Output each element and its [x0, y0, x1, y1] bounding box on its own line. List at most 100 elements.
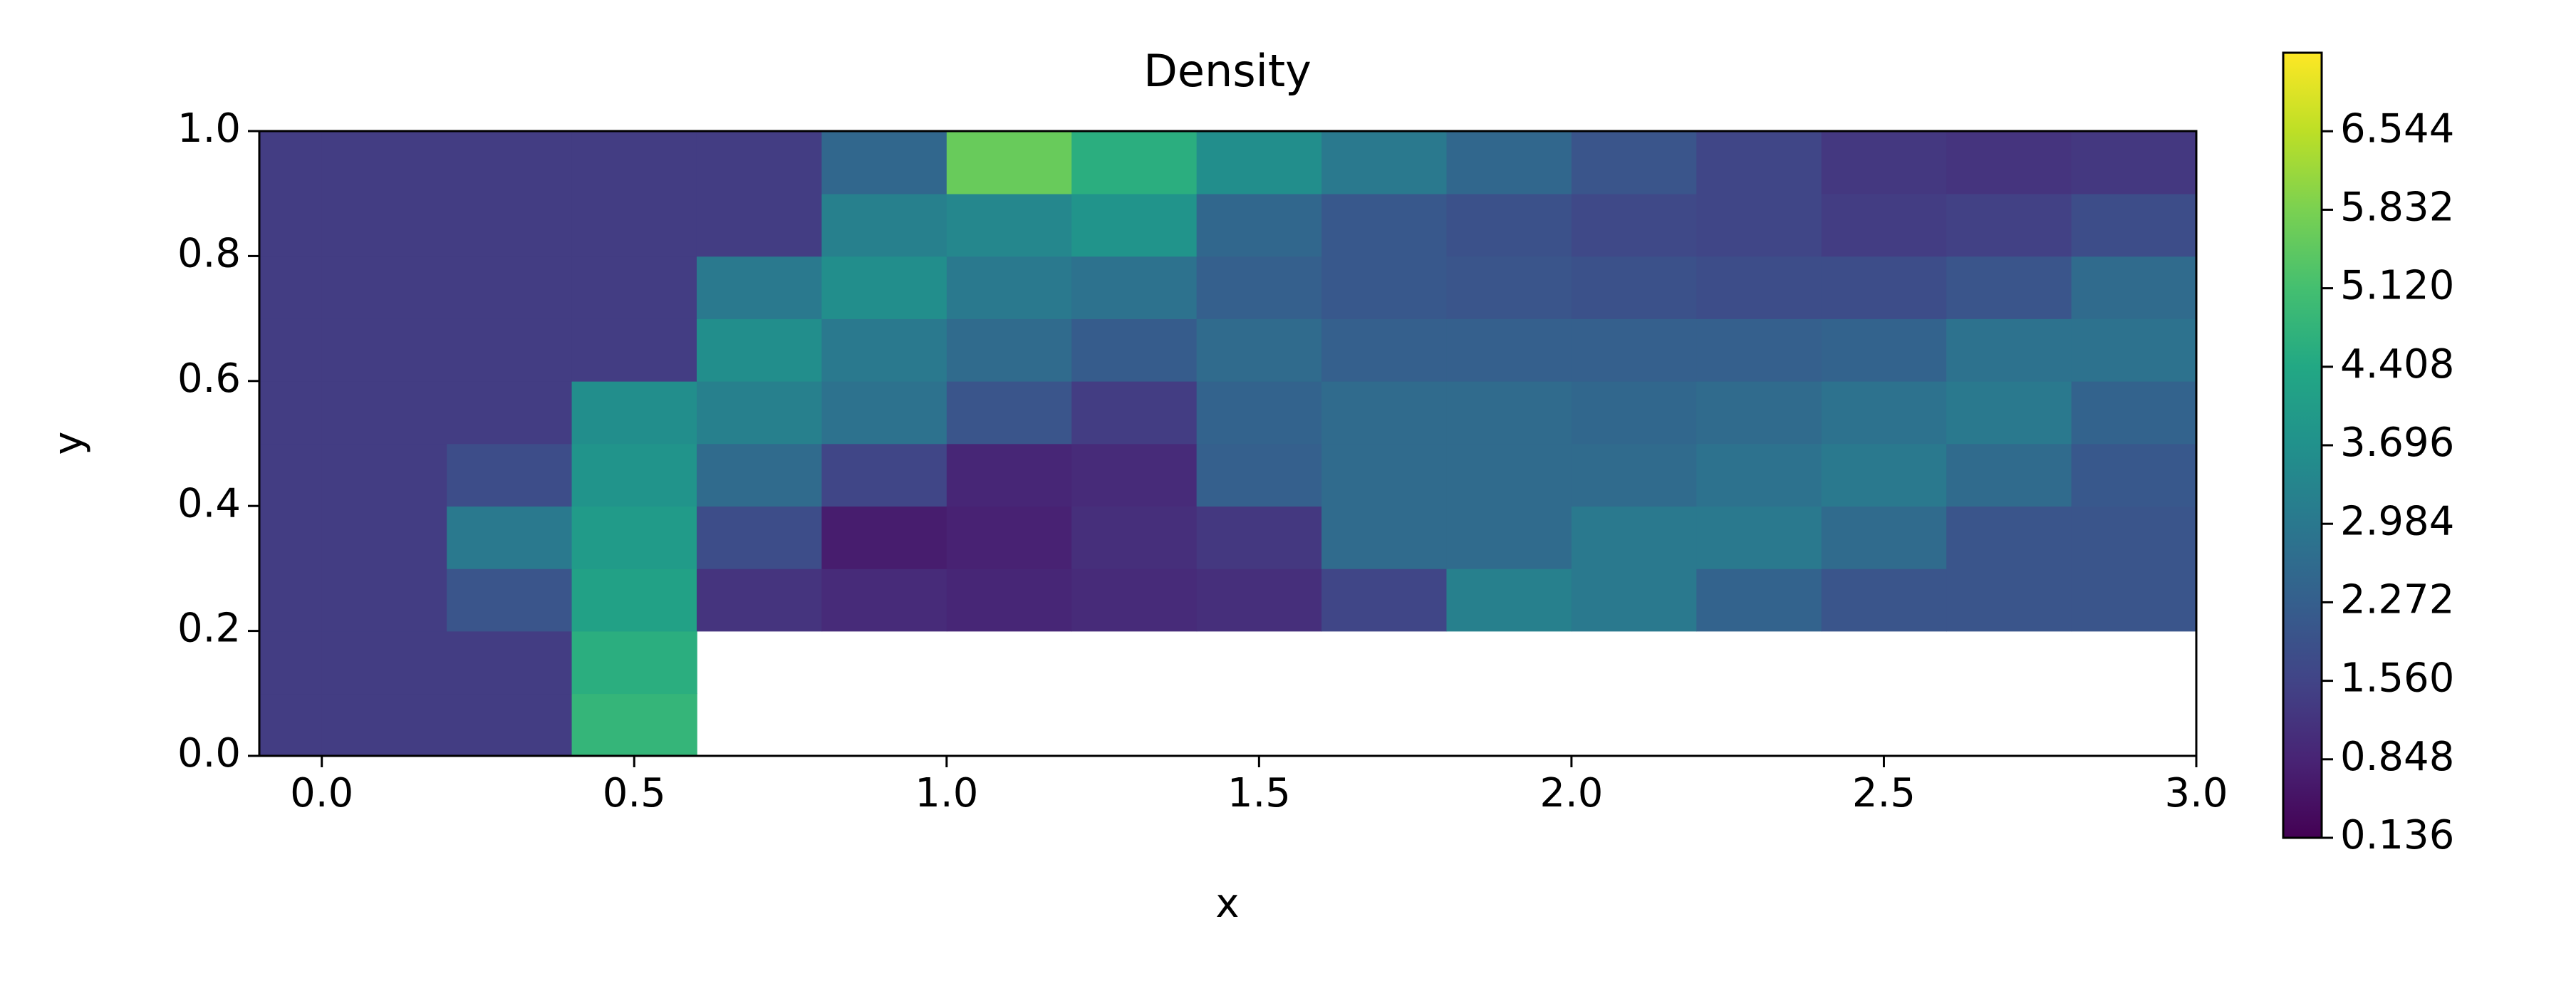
heatmap-cell — [571, 318, 697, 382]
heatmap-cell — [1321, 256, 1448, 319]
heatmap-cell — [1071, 193, 1198, 257]
heatmap-cell — [1446, 131, 1572, 194]
heatmap-cell — [2071, 318, 2197, 382]
heatmap-cell — [2071, 380, 2197, 445]
heatmap-cell — [1696, 506, 1822, 569]
colorbar-tick-label: 5.120 — [2340, 263, 2454, 309]
heatmap-cell — [1196, 380, 1322, 445]
heatmap-cell — [1821, 193, 1947, 257]
heatmap-cell — [696, 256, 823, 319]
x-tick-label: 1.0 — [915, 770, 978, 816]
heatmap-cell — [1196, 506, 1322, 569]
heatmap-cell — [259, 318, 323, 382]
heatmap-cell — [321, 318, 447, 382]
y-axis-label: y — [46, 431, 92, 455]
heatmap-cell — [321, 443, 447, 507]
heatmap-cell — [821, 193, 947, 257]
heatmap-cell — [1321, 131, 1448, 194]
heatmap-cell — [696, 131, 823, 194]
heatmap-cell — [1321, 568, 1448, 632]
heatmap-cell — [2071, 506, 2197, 569]
y-tick-label: 0.2 — [177, 606, 241, 652]
x-tick-label: 2.5 — [1852, 770, 1916, 816]
heatmap-cell — [1696, 380, 1822, 445]
colorbar-tick-label: 4.408 — [2340, 341, 2454, 388]
colorbar-tick-label: 1.560 — [2340, 655, 2454, 702]
x-tick-label: 3.0 — [2164, 770, 2228, 816]
heatmap-cell — [447, 193, 573, 257]
heatmap-cell — [1446, 443, 1572, 507]
heatmap-cell — [1696, 131, 1822, 194]
heatmap-cell — [1571, 380, 1698, 445]
heatmap-cell — [259, 693, 323, 757]
colorbar — [2282, 51, 2323, 839]
heatmap-cell — [696, 193, 823, 257]
heatmap-cell — [946, 443, 1073, 507]
heatmap-cell — [1946, 193, 2072, 257]
heatmap-cell — [321, 630, 447, 695]
heatmap-cell — [1571, 256, 1698, 319]
heatmap-cell — [1696, 256, 1822, 319]
heatmap-cell — [1446, 380, 1572, 445]
x-axis-label: x — [1215, 881, 1239, 927]
colorbar-tick-label: 3.696 — [2340, 420, 2454, 466]
heatmap-cell — [1321, 318, 1448, 382]
heatmap-cell — [946, 256, 1073, 319]
x-tick-label: 2.0 — [1539, 770, 1603, 816]
heatmap-cell — [1821, 443, 1947, 507]
heatmap-cell — [1071, 506, 1198, 569]
heatmap-cell — [1321, 380, 1448, 445]
heatmap-cell — [1446, 193, 1572, 257]
heatmap-cell — [1696, 193, 1822, 257]
heatmap-cell — [447, 380, 573, 445]
heatmap-cell — [821, 318, 947, 382]
heatmap-cell — [821, 131, 947, 194]
heatmap-cell — [259, 443, 323, 507]
heatmap-cell — [1196, 193, 1322, 257]
heatmap-cell — [2071, 131, 2197, 194]
heatmap-cell — [1571, 131, 1698, 194]
heatmap-cell — [259, 630, 323, 695]
heatmap-cell — [571, 380, 697, 445]
plot-frame — [258, 130, 2198, 757]
heatmap-cell — [321, 131, 447, 194]
heatmap-cell — [1071, 318, 1198, 382]
heatmap-cell — [696, 318, 823, 382]
heatmap-cell — [1946, 318, 2072, 382]
heatmap-cell — [1321, 193, 1448, 257]
heatmap-cell — [321, 193, 447, 257]
y-tick-label: 0.6 — [177, 355, 241, 402]
heatmap-cell — [571, 568, 697, 632]
x-tick-label: 0.0 — [290, 770, 353, 816]
heatmap-cell — [1071, 131, 1198, 194]
heatmap-cell — [1196, 443, 1322, 507]
heatmap-cell — [946, 380, 1073, 445]
heatmap-cell — [1946, 443, 2072, 507]
x-tick-label: 0.5 — [603, 770, 666, 816]
heatmap-cell — [447, 443, 573, 507]
colorbar-tick-label: 2.984 — [2340, 498, 2454, 544]
heatmap-cell — [1571, 443, 1698, 507]
heatmap-cell — [2071, 443, 2197, 507]
heatmap-cell — [1446, 568, 1572, 632]
heatmap-cell — [259, 506, 323, 569]
heatmap-cell — [2071, 193, 2197, 257]
heatmap-cell — [1571, 193, 1698, 257]
heatmap-cell — [571, 693, 697, 757]
heatmap-cell — [1946, 380, 2072, 445]
heatmap-cell — [571, 256, 697, 319]
heatmap-cell — [1821, 568, 1947, 632]
colorbar-tick-label: 0.136 — [2340, 812, 2454, 858]
heatmap-cell — [259, 256, 323, 319]
heatmap-cell — [1446, 506, 1572, 569]
heatmap-cell — [1071, 568, 1198, 632]
heatmap-cell — [821, 568, 947, 632]
heatmap-cell — [1071, 443, 1198, 507]
heatmap-cell — [259, 380, 323, 445]
heatmap-cell — [1571, 506, 1698, 569]
heatmap-cell — [946, 131, 1073, 194]
heatmap-cell — [1946, 131, 2072, 194]
heatmap-cell — [821, 256, 947, 319]
x-tick-label: 1.5 — [1227, 770, 1291, 816]
heatmap-cell — [321, 256, 447, 319]
